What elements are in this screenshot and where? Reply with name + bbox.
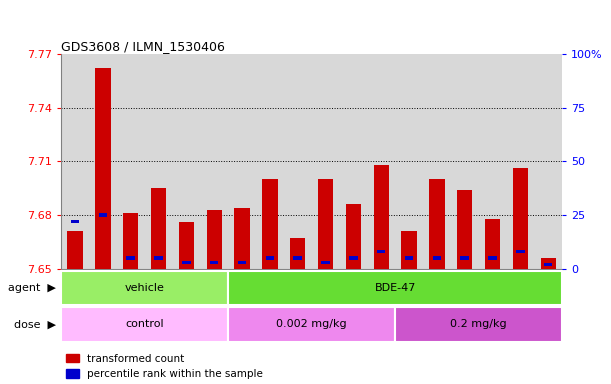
Bar (67, 231, 82, 269)
Legend: transformed count, percentile rank within the sample: transformed count, percentile rank withi… (67, 354, 263, 379)
Bar (395, 307, 562, 342)
Bar (126, 257, 135, 260)
Bar (151, 188, 166, 269)
Bar (373, 165, 389, 269)
Bar (178, 222, 194, 269)
Bar (266, 257, 274, 260)
Text: control: control (125, 319, 164, 329)
Bar (541, 258, 556, 269)
Text: GDS3608 / ILMN_1530406: GDS3608 / ILMN_1530406 (61, 40, 225, 53)
Bar (262, 179, 277, 269)
Bar (346, 204, 361, 269)
Text: 0.2 mg/kg: 0.2 mg/kg (450, 319, 507, 329)
Bar (155, 257, 163, 260)
Bar (457, 190, 472, 269)
Bar (485, 218, 500, 269)
Bar (182, 261, 191, 264)
Bar (123, 213, 138, 269)
Bar (290, 238, 306, 269)
Bar (210, 261, 218, 264)
Bar (61, 271, 228, 305)
Bar (461, 257, 469, 260)
Bar (238, 261, 246, 264)
Bar (401, 231, 417, 269)
Bar (98, 214, 107, 217)
Bar (513, 169, 528, 269)
Bar (228, 307, 395, 342)
Text: agent  ▶: agent ▶ (8, 283, 56, 293)
Bar (429, 179, 445, 269)
Bar (377, 250, 386, 253)
Bar (488, 257, 497, 260)
Bar (321, 261, 330, 264)
Bar (516, 250, 525, 253)
Text: dose  ▶: dose ▶ (14, 319, 56, 329)
Bar (228, 271, 562, 305)
Bar (318, 179, 333, 269)
Bar (71, 220, 79, 223)
Text: vehicle: vehicle (125, 283, 164, 293)
Text: BDE-47: BDE-47 (375, 283, 416, 293)
Bar (293, 257, 302, 260)
Bar (433, 257, 441, 260)
Bar (95, 68, 111, 269)
Bar (235, 208, 250, 269)
Bar (544, 263, 552, 266)
Bar (61, 307, 228, 342)
Bar (349, 257, 357, 260)
Bar (207, 210, 222, 269)
Text: 0.002 mg/kg: 0.002 mg/kg (276, 319, 347, 329)
Bar (405, 257, 413, 260)
